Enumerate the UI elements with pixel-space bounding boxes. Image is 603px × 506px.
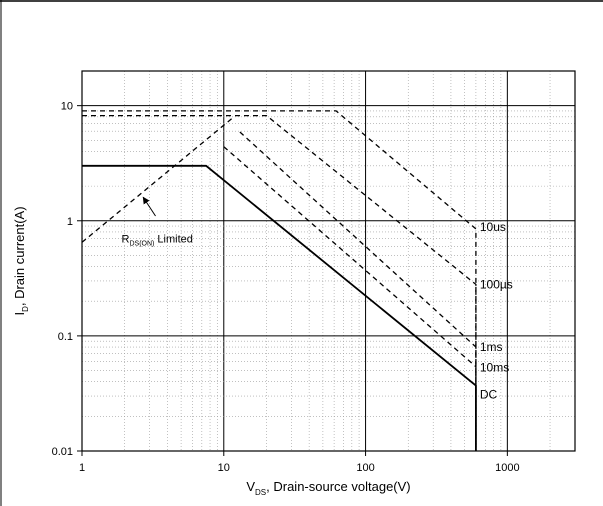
y-tick-label: 1: [67, 216, 73, 228]
series-line-10us: [82, 110, 477, 451]
series-line-1ms: [239, 131, 477, 451]
series-label-1ms: 1ms: [480, 340, 503, 354]
x-tick-label: 1: [79, 462, 85, 474]
series-label-dc: DC: [480, 387, 498, 401]
series-label-10ms: 10ms: [480, 361, 509, 375]
series-layer: [81, 110, 477, 451]
grid: [82, 71, 575, 451]
rdson-annotation: RDS(ON) Limited: [122, 234, 193, 248]
y-axis-label: ID, Drain current(A): [12, 206, 30, 315]
y-tick-label: 0.1: [58, 331, 73, 343]
plot-area: [81, 70, 576, 452]
series-line-rdson-limit: [81, 117, 233, 243]
series-label-10us: 10us: [480, 220, 506, 234]
x-axis-label: VDS, Drain-source voltage(V): [246, 479, 410, 497]
y-tick-label: 0.01: [52, 446, 73, 458]
series-line-10ms: [223, 146, 477, 451]
x-tick-label: 100: [356, 462, 374, 474]
y-tick-label: 10: [61, 101, 73, 113]
rdson-arrow: [142, 196, 156, 217]
axis-ticks: 1 10 100 1000 0.01 0.1 1 10: [52, 101, 520, 474]
series-line-dc: [82, 164, 477, 451]
x-tick-label: 1000: [495, 462, 519, 474]
series-line-100-s: [82, 114, 477, 451]
series-label-100-s: 100µs: [480, 277, 513, 291]
series-labels: 10us 100µs 1ms 10ms DC: [480, 220, 513, 401]
x-tick-label: 10: [218, 462, 230, 474]
